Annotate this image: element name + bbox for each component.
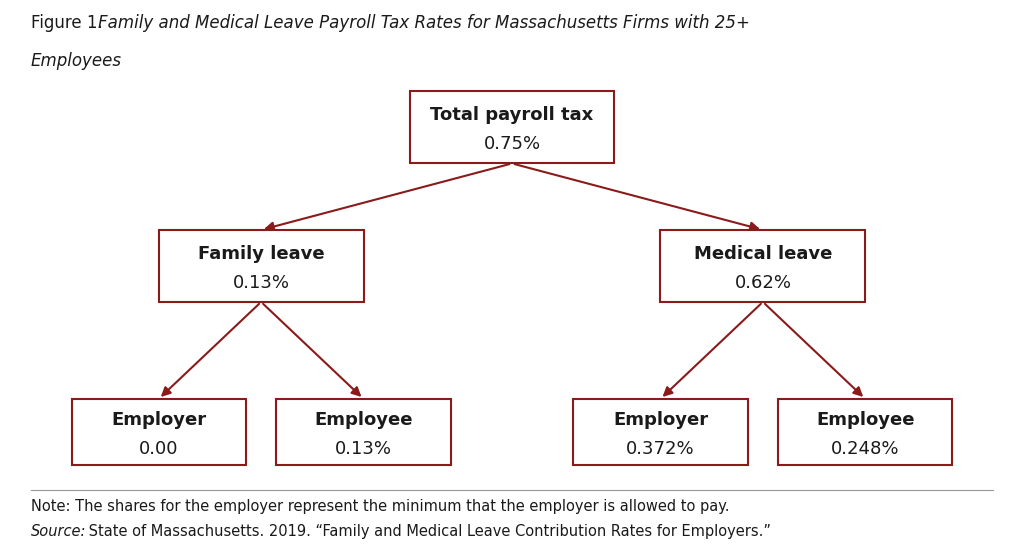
FancyBboxPatch shape: [72, 399, 246, 465]
Text: Note: The shares for the employer represent the minimum that the employer is all: Note: The shares for the employer repres…: [31, 499, 729, 514]
Text: 0.75%: 0.75%: [483, 135, 541, 153]
FancyBboxPatch shape: [778, 399, 952, 465]
FancyBboxPatch shape: [660, 230, 865, 302]
Text: 0.00: 0.00: [139, 440, 178, 458]
FancyBboxPatch shape: [159, 230, 364, 302]
Text: 0.13%: 0.13%: [232, 274, 290, 291]
Text: 0.13%: 0.13%: [335, 440, 392, 458]
Text: Medical leave: Medical leave: [693, 245, 833, 263]
Text: Employer: Employer: [112, 411, 206, 429]
Text: State of Massachusetts. 2019. “Family and Medical Leave Contribution Rates for E: State of Massachusetts. 2019. “Family an…: [84, 524, 771, 538]
Text: 0.248%: 0.248%: [831, 440, 899, 458]
Text: Source:: Source:: [31, 524, 86, 538]
Text: Employee: Employee: [314, 411, 413, 429]
Text: Family and Medical Leave Payroll Tax Rates for Massachusetts Firms with 25+: Family and Medical Leave Payroll Tax Rat…: [98, 14, 751, 32]
FancyBboxPatch shape: [276, 399, 451, 465]
Text: Figure 1.: Figure 1.: [31, 14, 108, 32]
FancyBboxPatch shape: [573, 399, 748, 465]
Text: Family leave: Family leave: [198, 245, 325, 263]
Text: 0.372%: 0.372%: [626, 440, 695, 458]
Text: Employer: Employer: [613, 411, 708, 429]
FancyBboxPatch shape: [410, 91, 614, 163]
Text: 0.62%: 0.62%: [734, 274, 792, 291]
Text: Employee: Employee: [816, 411, 914, 429]
Text: Employees: Employees: [31, 52, 122, 69]
Text: Total payroll tax: Total payroll tax: [430, 106, 594, 124]
